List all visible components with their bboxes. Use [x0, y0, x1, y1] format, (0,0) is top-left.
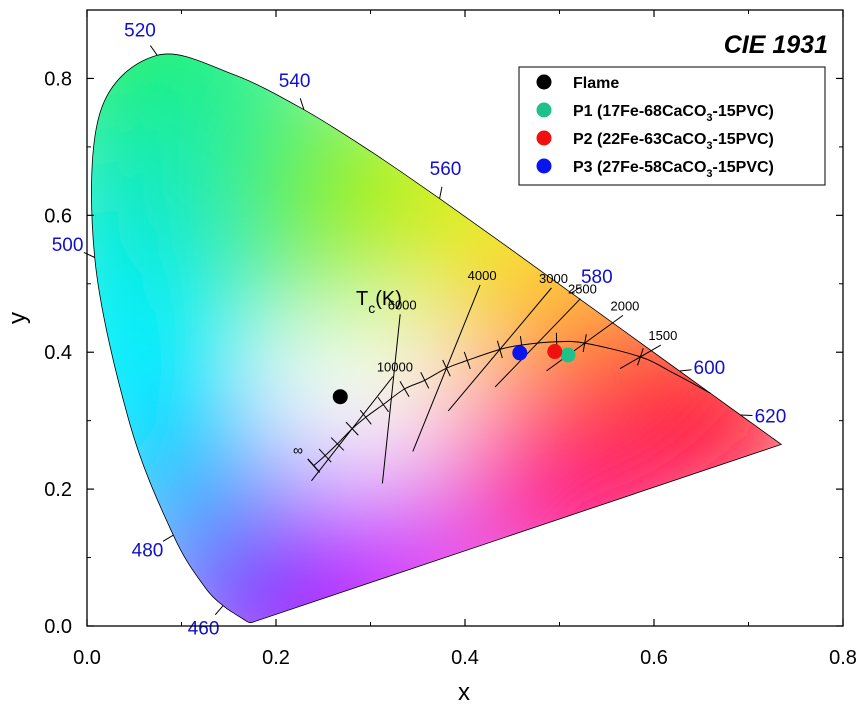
wavelength-ticks: [83, 45, 753, 616]
wavelength-labels: 460 480 500 520 540 560 580 600 620: [52, 21, 787, 640]
x-axis-title: x: [458, 679, 470, 706]
y-tick-label: 0.8: [44, 68, 72, 90]
planckian-tick: [463, 351, 471, 370]
isotherm-label-6000: 6000: [388, 297, 417, 312]
isotherm-6000: [381, 314, 401, 484]
y-tick-label: 0.6: [44, 205, 72, 227]
point-series-3: [547, 344, 563, 360]
point-series-2: [560, 347, 576, 363]
y-axis-title: y: [4, 312, 31, 324]
wavelength-label-520: 520: [124, 21, 156, 42]
x-tick-label: 0.4: [451, 647, 479, 669]
planckian-tick: [318, 448, 332, 463]
planckian-tick: [359, 409, 372, 425]
legend-marker-3: [536, 130, 552, 146]
wavelength-tick: [571, 286, 582, 294]
chart-title: CIE 1931: [724, 31, 828, 59]
wavelength-tick: [299, 98, 305, 110]
x-axis: 0.0 0.2 0.4 0.6 0.8: [73, 10, 857, 669]
gamut-blob: [196, 532, 356, 623]
wavelength-tick: [162, 534, 174, 542]
legend-label-2: P1 (17Fe-68CaCO3-15PVC): [573, 103, 774, 124]
point-series-1: [332, 389, 348, 405]
isotherm-4000: [412, 284, 481, 452]
legend-label-1: Flame: [573, 75, 619, 92]
wavelength-label-580: 580: [581, 267, 613, 288]
cct-title: Tc(K): [356, 288, 402, 316]
x-tick-label: 0.0: [73, 647, 101, 669]
data-points: [332, 344, 576, 405]
legend-marker-4: [536, 158, 552, 174]
planckian-tick: [420, 371, 430, 389]
cct-title-sub: c: [368, 300, 375, 316]
isotherm-lines: [311, 284, 662, 484]
isotherm-label-3000: 3000: [539, 271, 568, 286]
y-axis: 0.0 0.2 0.4 0.6 0.8: [44, 9, 843, 638]
isotherm-label-10000: 10000: [377, 360, 413, 375]
gamut-blob: [516, 385, 697, 566]
wavelength-tick: [740, 414, 753, 417]
point-series-4: [512, 345, 528, 361]
wavelength-label-620: 620: [755, 406, 787, 427]
isotherm-label-4000: 4000: [468, 268, 497, 283]
x-tick-label: 0.2: [262, 647, 290, 669]
planckian-tick: [377, 396, 389, 413]
infinity-label: ∞: [293, 442, 303, 458]
isotherm-3000: [447, 287, 552, 412]
isotherm-label-2500: 2500: [568, 282, 597, 297]
cct-title-rest: (K): [375, 288, 402, 310]
wavelength-label-460: 460: [188, 618, 220, 639]
isotherm-10000: [311, 376, 394, 482]
isotherm-2500: [494, 298, 581, 388]
planckian-tick: [330, 437, 345, 451]
legend-box: [518, 66, 826, 186]
y-tick-label: 0.4: [44, 342, 72, 364]
y-tick-label: 0.0: [44, 616, 72, 638]
isotherm-1500: [619, 344, 662, 370]
cct-title-main: T: [356, 288, 368, 310]
legend-label-3: P2 (22Fe-63CaCO3-15PVC): [573, 131, 774, 152]
wavelength-tick: [214, 605, 224, 616]
wavelength-label-500: 500: [52, 235, 84, 256]
planckian-tick: [399, 380, 410, 398]
x-tick-label: 0.6: [640, 647, 668, 669]
legend-marker-2: [536, 102, 552, 118]
planckian-end-bar: [307, 458, 321, 473]
y-tick-label: 0.2: [44, 479, 72, 501]
isotherm-label-2000: 2000: [610, 298, 639, 313]
wavelength-tick: [679, 369, 692, 372]
wavelength-label-480: 480: [132, 541, 164, 562]
isotherm-label-1500: 1500: [648, 328, 677, 343]
wavelength-tick: [149, 45, 158, 56]
isotherm-2000: [546, 314, 624, 372]
wavelength-tick: [83, 251, 95, 258]
legend-marker-1: [536, 74, 552, 90]
wavelength-label-600: 600: [694, 358, 726, 379]
wavelength-tick: [439, 186, 443, 199]
legend: Flame P1 (17Fe-68CaCO3-15PVC) P2 (22Fe-63C…: [518, 66, 826, 186]
wavelength-label-540: 540: [279, 71, 311, 92]
x-tick-label: 0.8: [829, 647, 857, 669]
legend-label-4: P3 (27Fe-58CaCO3-15PVC): [573, 159, 774, 180]
wavelength-label-560: 560: [430, 159, 462, 180]
